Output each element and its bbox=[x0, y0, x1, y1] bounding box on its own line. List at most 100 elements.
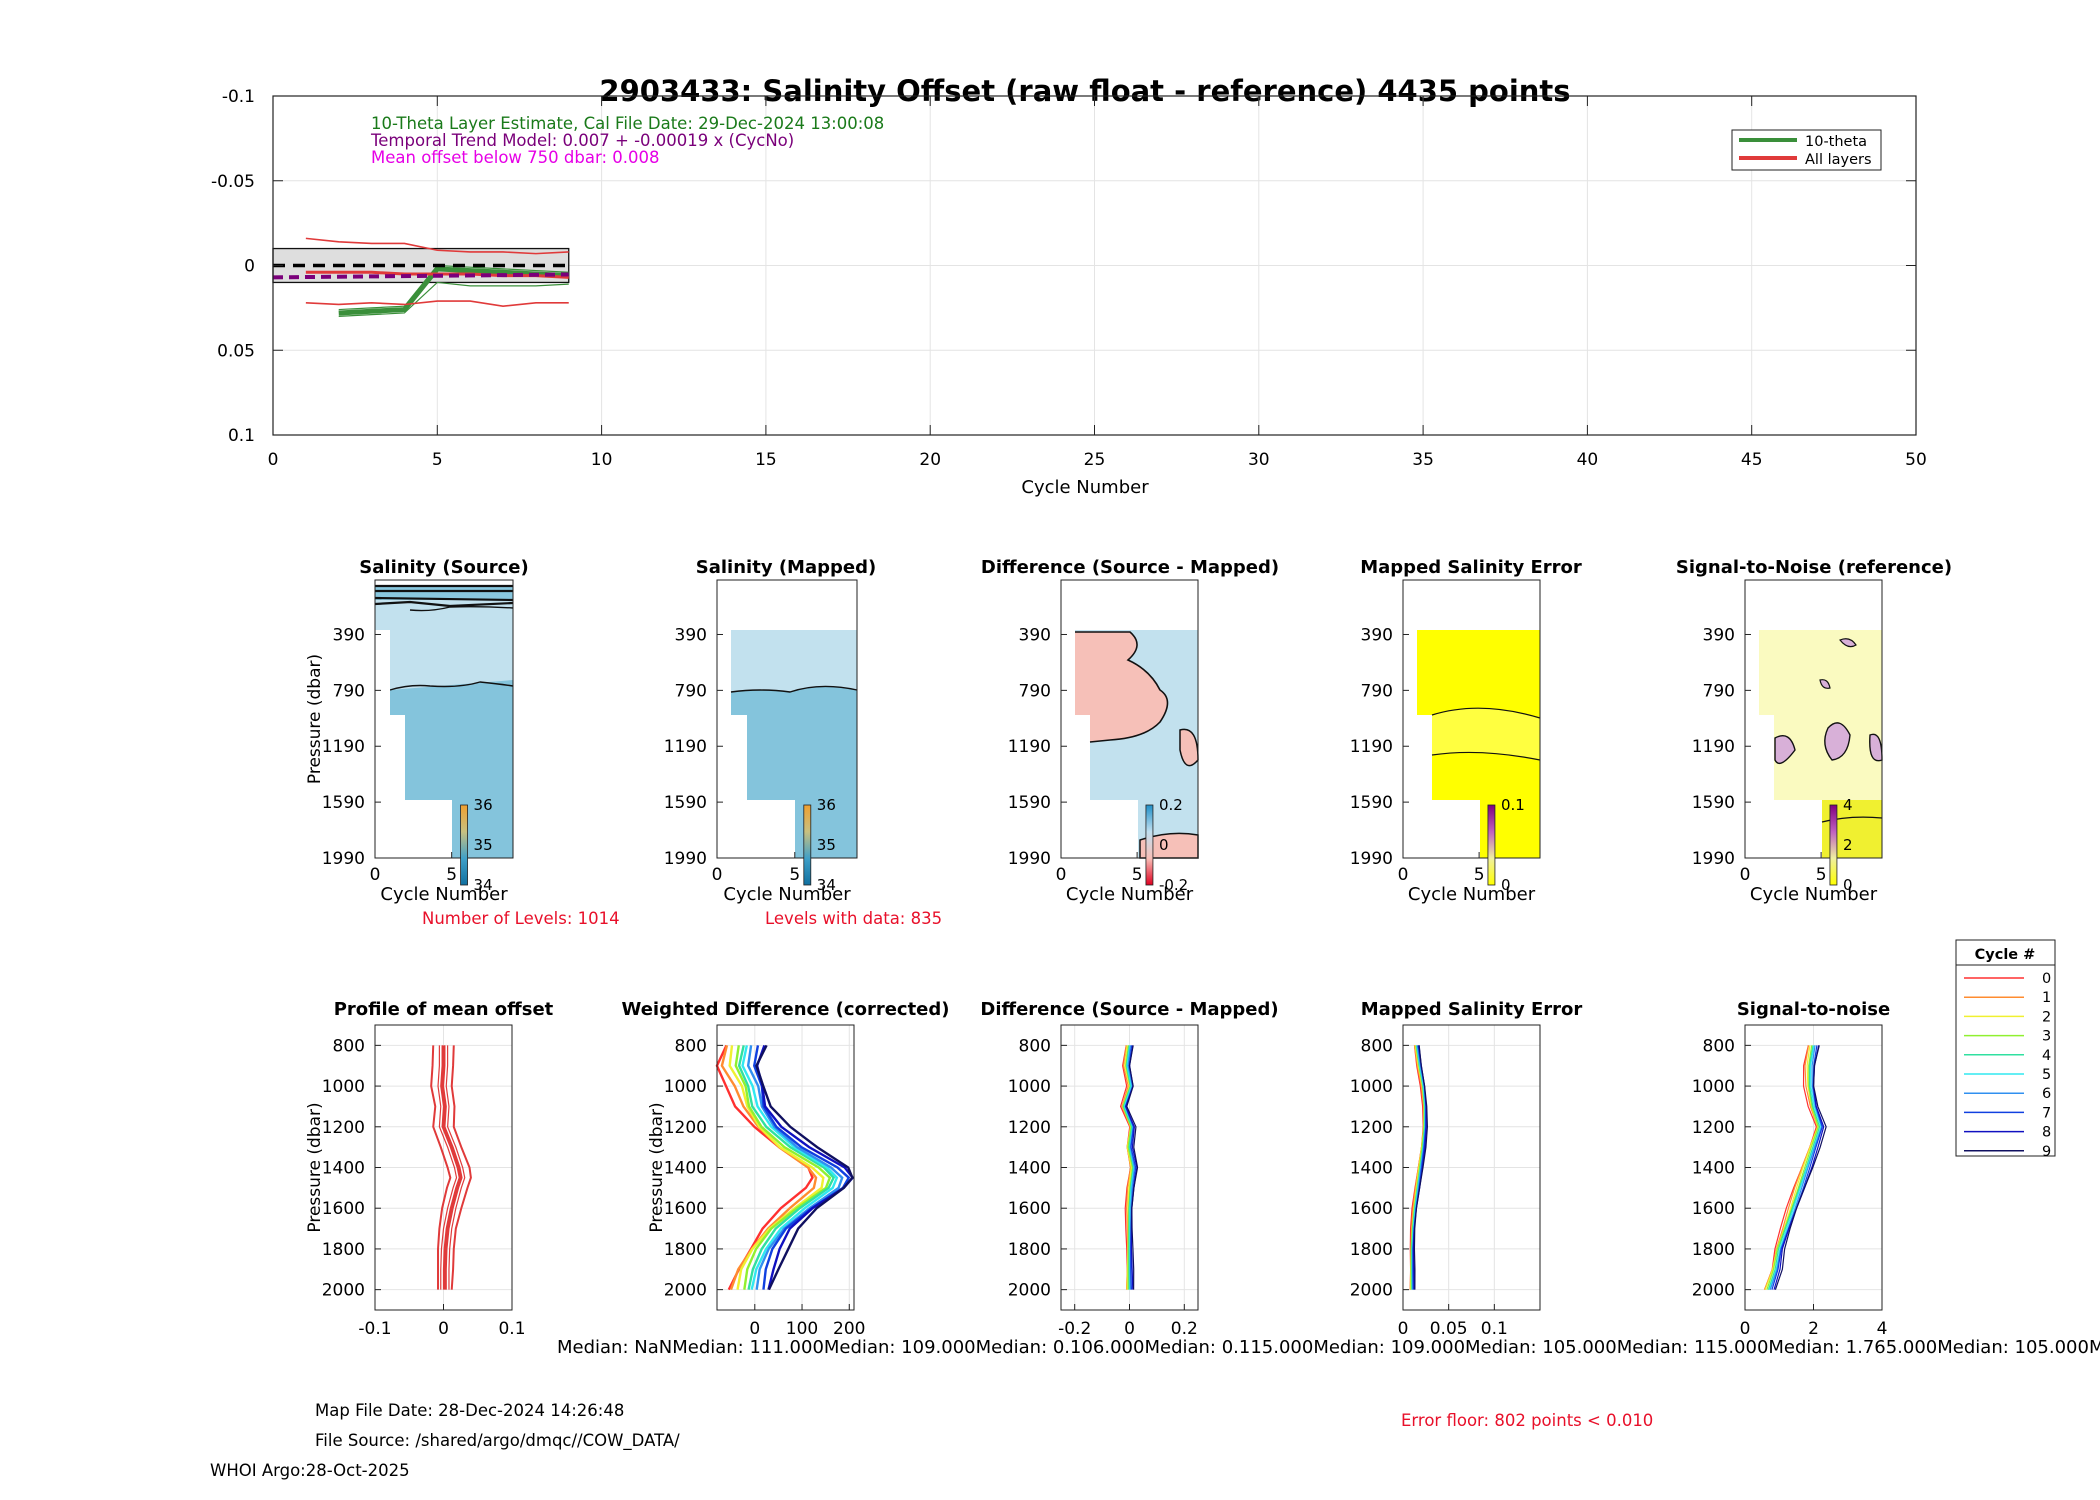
y-tick-label: 1990 bbox=[1008, 849, 1051, 869]
panel-title: Signal-to-noise bbox=[1737, 999, 1890, 1020]
profile-line bbox=[445, 1045, 466, 1290]
x-tick-label: 30 bbox=[1248, 450, 1270, 470]
x-tick-label: 0.2 bbox=[1171, 1319, 1198, 1339]
y-tick-label: 1800 bbox=[1350, 1240, 1393, 1260]
y-tick-label: 1400 bbox=[1008, 1159, 1051, 1179]
x-tick-label: 20 bbox=[919, 450, 941, 470]
y-tick-label: 1590 bbox=[1350, 793, 1393, 813]
profile-line-cycle-8 bbox=[755, 1044, 855, 1290]
profile-line-cycle-3 bbox=[1766, 1045, 1819, 1290]
y-tick-label: 1000 bbox=[322, 1077, 365, 1097]
y-tick-label: 1190 bbox=[1350, 737, 1393, 757]
heat-region bbox=[375, 586, 513, 600]
x-axis-label: Cycle Number bbox=[1408, 884, 1536, 905]
colorbar-label: 0.2 bbox=[1159, 796, 1183, 814]
x-tick-label: 10 bbox=[591, 450, 613, 470]
y-tick-label: 1000 bbox=[1350, 1077, 1393, 1097]
y-tick-label: 1990 bbox=[664, 849, 707, 869]
y-tick-label: 390 bbox=[333, 625, 365, 645]
y-tick-label: 1590 bbox=[1008, 793, 1051, 813]
y-tick-label: 1000 bbox=[664, 1077, 707, 1097]
y-tick-label: 1000 bbox=[1008, 1077, 1051, 1097]
colorbar bbox=[1145, 804, 1154, 886]
top-legend: 10-theta All layers bbox=[1731, 129, 1882, 171]
heat-region bbox=[1824, 722, 1851, 761]
heat-region bbox=[375, 630, 390, 858]
panel-box bbox=[716, 1024, 855, 1311]
y-tick-label: 1400 bbox=[322, 1159, 365, 1179]
y-tick-label: 1600 bbox=[322, 1199, 365, 1219]
note-levels-with-data: Levels with data: 835 bbox=[765, 909, 942, 928]
x-tick-label: 2 bbox=[1808, 1319, 1819, 1339]
x-tick-label: 5 bbox=[1132, 865, 1143, 885]
x-tick-label: 45 bbox=[1741, 450, 1763, 470]
cycle-legend-label: 4 bbox=[2042, 1048, 2051, 1064]
x-tick-label: 15 bbox=[755, 450, 777, 470]
panel-title-snr: Signal-to-Noise (reference) bbox=[1676, 557, 1952, 578]
panel-title: Weighted Difference (corrected) bbox=[621, 999, 949, 1020]
profile-line-cycle-5 bbox=[741, 1045, 839, 1290]
cycle-legend-label: 2 bbox=[2042, 1009, 2051, 1025]
profile-line-cycle-0 bbox=[715, 1044, 814, 1291]
heatmap-panel-snr: Signal-to-Noise (reference) bbox=[1676, 557, 1952, 859]
y-tick-label: 1200 bbox=[664, 1118, 707, 1138]
profile-line-cycle-4 bbox=[1767, 1045, 1821, 1290]
main-title: 2903433: Salinity Offset (raw float - re… bbox=[599, 74, 1570, 108]
profile-line-cycle-3 bbox=[734, 1045, 832, 1290]
profile-line-cycle-5 bbox=[1768, 1045, 1822, 1290]
profile-line-cycle-2 bbox=[728, 1045, 825, 1290]
top-legend-box bbox=[1731, 129, 1882, 171]
colorbar bbox=[1829, 804, 1838, 886]
x-tick-label: 5 bbox=[432, 450, 443, 470]
heat-region bbox=[1819, 638, 1857, 689]
x-tick-label: 35 bbox=[1412, 450, 1434, 470]
cycle-legend-label: 5 bbox=[2042, 1067, 2051, 1083]
x-tick-label: 0 bbox=[1398, 865, 1409, 885]
profile-panel: 800 1000 1200 1400 1600 1800 2000 0 100 200 Weight… bbox=[621, 999, 949, 1339]
y-tick-label: 1400 bbox=[664, 1159, 707, 1179]
colorbar-label: 0.1 bbox=[1501, 796, 1525, 814]
y-tick-label: 1200 bbox=[1350, 1118, 1393, 1138]
footer-whoi: WHOI Argo:28-Oct-2025 bbox=[210, 1461, 410, 1480]
profile-line bbox=[442, 1045, 463, 1290]
y-tick-label: 800 bbox=[675, 1036, 707, 1056]
panel-title: Profile of mean offset bbox=[334, 999, 554, 1020]
x-tick-label: 0.1 bbox=[498, 1319, 525, 1339]
panel-box bbox=[1060, 1024, 1199, 1311]
cycle-legend-label: 9 bbox=[2042, 1144, 2051, 1160]
x-tick-label: 0 bbox=[712, 865, 723, 885]
panel-box bbox=[716, 579, 858, 859]
profile-line-cycle-9 bbox=[1126, 1045, 1139, 1290]
x-axis-label: Cycle Number bbox=[1066, 884, 1194, 905]
y-tick-label: 1990 bbox=[1350, 849, 1393, 869]
profile-panel: 800 1000 1200 1400 1600 1800 2000 -0.2 0 0.2 Diffe… bbox=[980, 999, 1278, 1339]
heat-region bbox=[1075, 632, 1168, 742]
colorbar-label: 34 bbox=[817, 876, 836, 894]
heatmap-panel-difference: Difference (Source - Mapped) bbox=[981, 557, 1279, 859]
cycle-legend-title: Cycle # bbox=[1975, 947, 2036, 963]
y-tick-label: 0.1 bbox=[228, 426, 255, 446]
colorbar-label: 35 bbox=[817, 836, 836, 854]
legend-all-layers-label: All layers bbox=[1805, 152, 1872, 168]
colorbar-label: 0 bbox=[1843, 876, 1853, 894]
y-tick-label: 1190 bbox=[1692, 737, 1735, 757]
legend-10theta-label: 10-theta bbox=[1805, 134, 1867, 150]
x-tick-label: 5 bbox=[1474, 865, 1485, 885]
y-tick-label: 1600 bbox=[1350, 1199, 1393, 1219]
y-tick-label: 1600 bbox=[1692, 1199, 1735, 1219]
x-tick-label: 0 bbox=[1124, 1319, 1135, 1339]
y-tick-label: 0.05 bbox=[217, 341, 255, 361]
x-tick-label: 0.1 bbox=[1481, 1319, 1508, 1339]
y-tick-label: 1600 bbox=[664, 1199, 707, 1219]
row2-ylabel: Pressure (dbar) bbox=[305, 654, 325, 784]
y-tick-label: 1600 bbox=[1008, 1199, 1051, 1219]
panel-box bbox=[374, 579, 514, 859]
y-tick-label: 2000 bbox=[1350, 1281, 1393, 1301]
y-tick-label: 1190 bbox=[1008, 737, 1051, 757]
x-axis-label: Cycle Number bbox=[1750, 884, 1878, 905]
x-axis-label: Cycle Number bbox=[723, 884, 851, 905]
panel-box bbox=[1060, 579, 1199, 859]
heat-contour bbox=[409, 605, 514, 612]
y-axis-label: Pressure (dbar) bbox=[647, 1102, 667, 1232]
